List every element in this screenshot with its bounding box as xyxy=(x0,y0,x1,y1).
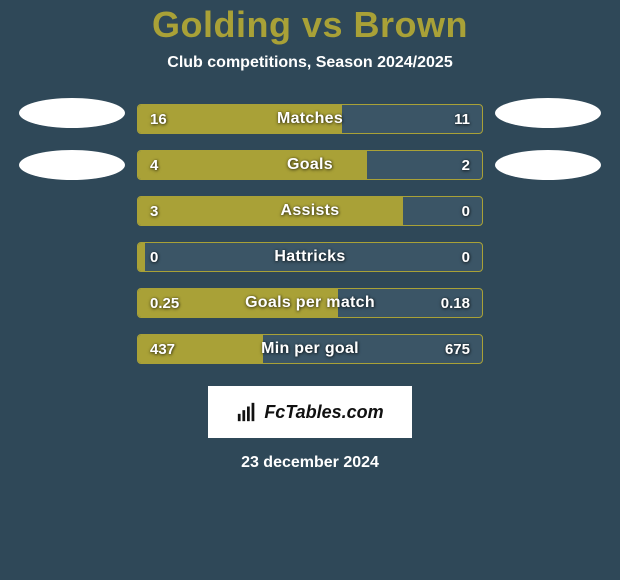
left-avatars xyxy=(19,98,125,180)
stat-right-value: 675 xyxy=(445,335,470,363)
stat-right-value: 0.18 xyxy=(441,289,470,317)
stat-bars: 16 Matches 11 4 Goals 2 3 Assists 0 0 Ha… xyxy=(137,104,483,364)
stat-row-hattricks: 0 Hattricks 0 xyxy=(137,242,483,272)
chart-icon xyxy=(236,401,258,423)
right-avatars xyxy=(495,98,601,180)
stat-right-value: 0 xyxy=(462,197,470,225)
stat-fill xyxy=(138,335,263,363)
brand-logo-text: FcTables.com xyxy=(264,402,383,423)
stat-right-value: 2 xyxy=(462,151,470,179)
player-right-avatar-2 xyxy=(495,150,601,180)
stat-label: Hattricks xyxy=(138,243,482,271)
stat-right-value: 0 xyxy=(462,243,470,271)
stat-fill xyxy=(138,243,145,271)
stat-row-assists: 3 Assists 0 xyxy=(137,196,483,226)
stat-fill xyxy=(138,151,367,179)
stat-fill xyxy=(138,197,403,225)
comparison-card: Golding vs Brown Club competitions, Seas… xyxy=(0,0,620,580)
player-left-avatar-2 xyxy=(19,150,125,180)
player-left-avatar-1 xyxy=(19,98,125,128)
stat-right-value: 11 xyxy=(454,105,470,133)
stat-fill xyxy=(138,105,342,133)
stat-left-value: 0 xyxy=(150,243,158,271)
page-title: Golding vs Brown xyxy=(152,4,468,46)
stat-row-goals: 4 Goals 2 xyxy=(137,150,483,180)
player-right-avatar-1 xyxy=(495,98,601,128)
stat-row-matches: 16 Matches 11 xyxy=(137,104,483,134)
stat-row-min-per-goal: 437 Min per goal 675 xyxy=(137,334,483,364)
stat-row-goals-per-match: 0.25 Goals per match 0.18 xyxy=(137,288,483,318)
brand-logo[interactable]: FcTables.com xyxy=(208,386,412,438)
page-subtitle: Club competitions, Season 2024/2025 xyxy=(167,54,452,72)
stat-fill xyxy=(138,289,338,317)
stats-area: 16 Matches 11 4 Goals 2 3 Assists 0 0 Ha… xyxy=(0,104,620,364)
date-label: 23 december 2024 xyxy=(241,454,379,472)
